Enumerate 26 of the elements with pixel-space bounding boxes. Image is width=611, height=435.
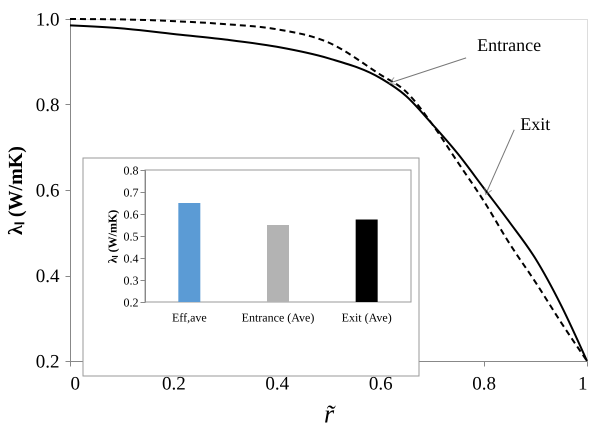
x-axis-title: r̃ [324,400,336,428]
x-tick-label: Entrance (Ave) [242,310,314,324]
x-tick-label: 0.6 [368,374,393,394]
x-tick-label: Eff,ave [172,310,207,324]
annotation: Entrance [477,34,542,55]
y-tick-label: 0.4 [124,252,138,266]
y-tick-label: 0.2 [124,296,138,310]
y-tick-label: 0.5 [124,230,138,244]
x-tick-label: 0 [70,374,80,394]
y-tick-label: 0.4 [36,266,60,287]
y-tick-label: 0.6 [36,180,60,202]
x-tick-label: 1 [578,374,588,394]
y-tick-label: 0.3 [124,274,138,288]
y-axis-title: λₗ (W/mK) [106,210,120,264]
x-tick-label: 0.8 [472,374,496,394]
x-tick-label: 0.4 [265,374,290,394]
annotation: Exit [520,114,550,134]
y-tick-label: 0.8 [36,95,60,116]
y-tick-label: 0.8 [124,164,138,178]
y-tick-label: 1.0 [36,10,60,30]
x-tick-label: Exit (Ave) [342,310,392,324]
x-tick-label: 0.2 [162,374,186,394]
y-tick-label: 0.7 [124,186,138,200]
y-tick-label: 0.6 [124,208,138,222]
y-axis-title: λₗ (W/mK) [4,146,27,235]
y-tick-label: 0.2 [36,352,60,372]
